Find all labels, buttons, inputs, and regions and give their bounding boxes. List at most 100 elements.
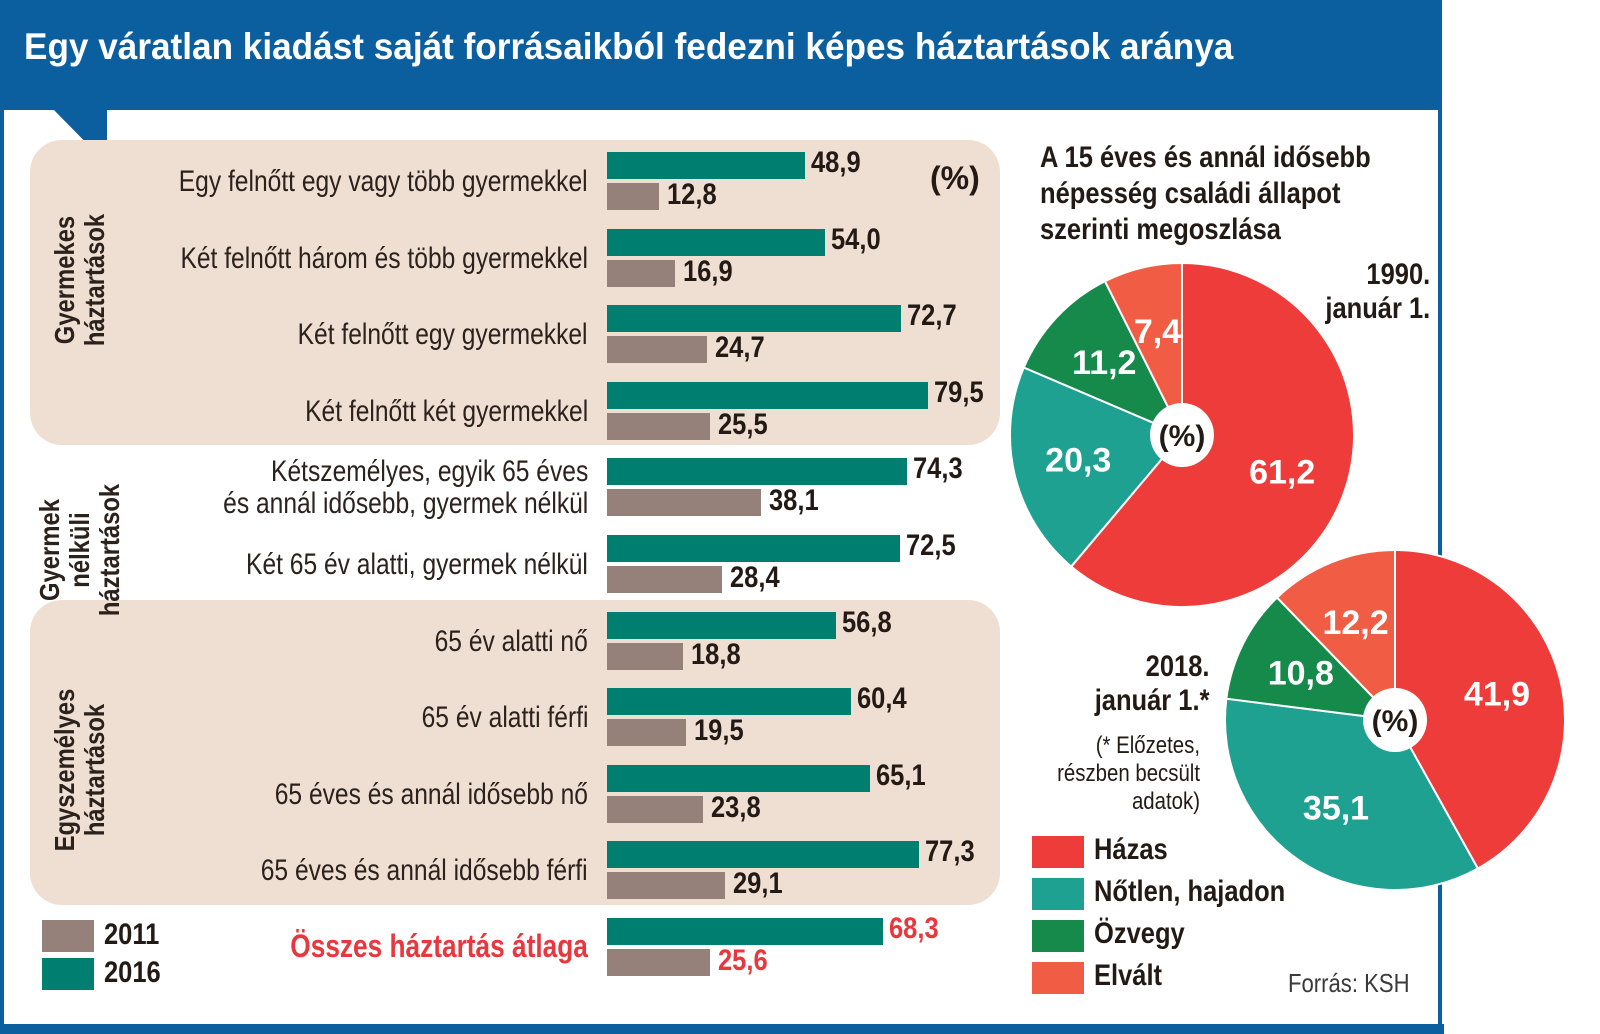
category-label-line: Kétszemélyes, egyik 65 éves [270,455,588,489]
category-label-line: és annál idősebb, gyermek nélkül [222,487,588,521]
value-label-2011: 16,9 [683,254,733,288]
category-label-line: 65 év alatti férfi [421,701,588,735]
category-label-line: Két felnőtt három és több gyermekkel [180,241,588,275]
category-label-line: Két felnőtt két gyermekkel [304,394,588,428]
pie-title-line: A 15 éves és annál idősebb [1040,141,1371,174]
bar-2016 [607,458,908,486]
category-label-line: Két felnőtt egy gyermekkel [298,318,588,352]
category-label: Egy felnőtt egy vagy több gyermekkel [179,166,588,198]
value-label-2016: 77,3 [925,835,975,869]
legend-swatch-2016 [42,958,94,990]
category-label-line: 65 éves és annál idősebb nő [274,777,588,811]
date-line: 2018. [1145,650,1210,683]
legend-label-ozvegy: Özvegy [1094,917,1185,950]
pie-2018-note: (* Előzetes, részben becsült adatok) [1057,732,1200,815]
pie-2018-label-notlen: 35,1 [1303,789,1369,827]
bar-2016 [607,152,805,179]
bar-2016 [607,764,870,792]
value-label-2011: 23,8 [711,790,761,824]
legend-label-hazas: Házas [1094,833,1168,866]
bar-2011 [607,719,686,747]
bar-2016 [607,305,901,333]
bar-2016 [607,381,929,409]
pie-1990-slice-elvalt [1103,261,1183,436]
category-label-line: Egy felnőtt egy vagy több gyermekkel [179,165,588,198]
bar-2011 [607,795,704,823]
frame-bottom [0,1024,1444,1034]
category-label-line: 65 év alatti nő [434,624,588,658]
legend-label-2016: 2016 [104,956,161,989]
value-label-2016: 79,5 [934,375,984,409]
chart-title: Egy váratlan kiadást saját forrásaikból … [24,26,1234,67]
value-label-2011: 28,4 [729,561,780,594]
value-label-2011: 29,1 [732,867,783,901]
pie-2018-label-elvalt: 12,2 [1322,604,1388,642]
value-label-2016: 60,4 [857,682,907,716]
value-label-2011: 19,5 [693,714,744,748]
date-line: 1990. [1366,258,1431,291]
value-label-2016: 74,3 [913,452,963,486]
value-label-2011: 18,8 [690,637,741,671]
category-label: 65 éves és annál idősebb nő [274,777,588,811]
legend-swatch-notlen [1032,878,1084,910]
category-label: Két felnőtt három és több gyermekkel [180,241,588,275]
pie-2018-slice-hazas [1394,548,1566,870]
value-label-2016: 72,7 [906,299,957,333]
bar-2016 [607,611,837,639]
bar-2011 [607,259,676,287]
value-label-2011: 25,6 [718,944,769,977]
category-label-line: 65 éves és annál idősebb férfi [261,854,588,888]
pie-1990-label-ozvegy: 11,2 [1072,344,1136,382]
pie-title-line: szerinti megoszlása [1040,213,1281,246]
bar-2011 [607,412,711,440]
bar-2016 [607,535,900,562]
category-label-average: Összes háztartás átlaga [290,928,588,964]
bar-2016 [607,228,826,256]
pie-2018-date: 2018. január 1.* [1091,650,1210,718]
bar-2011 [607,949,711,976]
value-label-2016: 68,3 [888,912,939,945]
pie-1990-date: 1990. január 1. [1320,258,1431,326]
bar-2016 [607,918,883,945]
pie-2018-unit-label: (%) [1372,705,1419,738]
source: Forrás: KSH [1288,968,1410,998]
pie-title: A 15 éves és annál idősebb népesség csal… [1040,140,1371,248]
value-label-2011: 25,5 [718,407,768,441]
bar-2011 [607,642,683,670]
date-line: január 1.* [1094,684,1210,717]
bar-2016 [607,688,852,716]
bar-2011 [607,566,722,593]
category-label: 65 év alatti nő [434,624,588,658]
unit-label: (%) [930,160,980,196]
pie-2018-label-hazas: 41,9 [1464,675,1530,713]
value-label-2016: 65,1 [876,758,926,792]
title-bar [0,0,1442,110]
legend-label-2011: 2011 [104,918,160,951]
frame-left [0,0,4,1034]
pie-1990-center [1150,403,1214,467]
value-label-2016: 72,5 [905,529,956,562]
category-label: Kétszemélyes, egyik 65 éves és annál idős… [223,456,588,520]
value-label-2011: 24,7 [714,331,765,365]
legend-swatch-elvalt [1032,962,1084,994]
value-label-2011: 12,8 [666,178,717,211]
pie-2018-center [1363,688,1427,752]
pie-1990-unit-label: (%) [1159,420,1206,453]
category-label-line: Két 65 év alatti, gyermek nélkül [246,548,588,581]
pie-2018-label-ozvegy: 10,8 [1268,655,1334,693]
value-label-2016: 48,9 [810,146,861,179]
date-line: január 1. [1325,292,1431,325]
bar-2011 [607,489,761,517]
pie-1990-label-hazas: 61,2 [1249,454,1315,492]
pie-1990-label-notlen: 20,3 [1045,442,1111,480]
value-label-2016: 54,0 [831,222,881,256]
pie-2018-slice-notlen [1224,697,1480,891]
category-label: 65 éves és annál idősebb férfi [261,855,588,887]
pie-1990-label-elvalt: 7,4 [1134,313,1181,351]
legend-swatch-2011 [42,920,94,952]
category-label: 65 év alatti férfi [421,702,588,734]
pie-title-line: népesség családi állapot [1040,177,1341,210]
bar-2011 [607,872,725,900]
legend-label-notlen: Nőtlen, hajadon [1094,875,1286,908]
